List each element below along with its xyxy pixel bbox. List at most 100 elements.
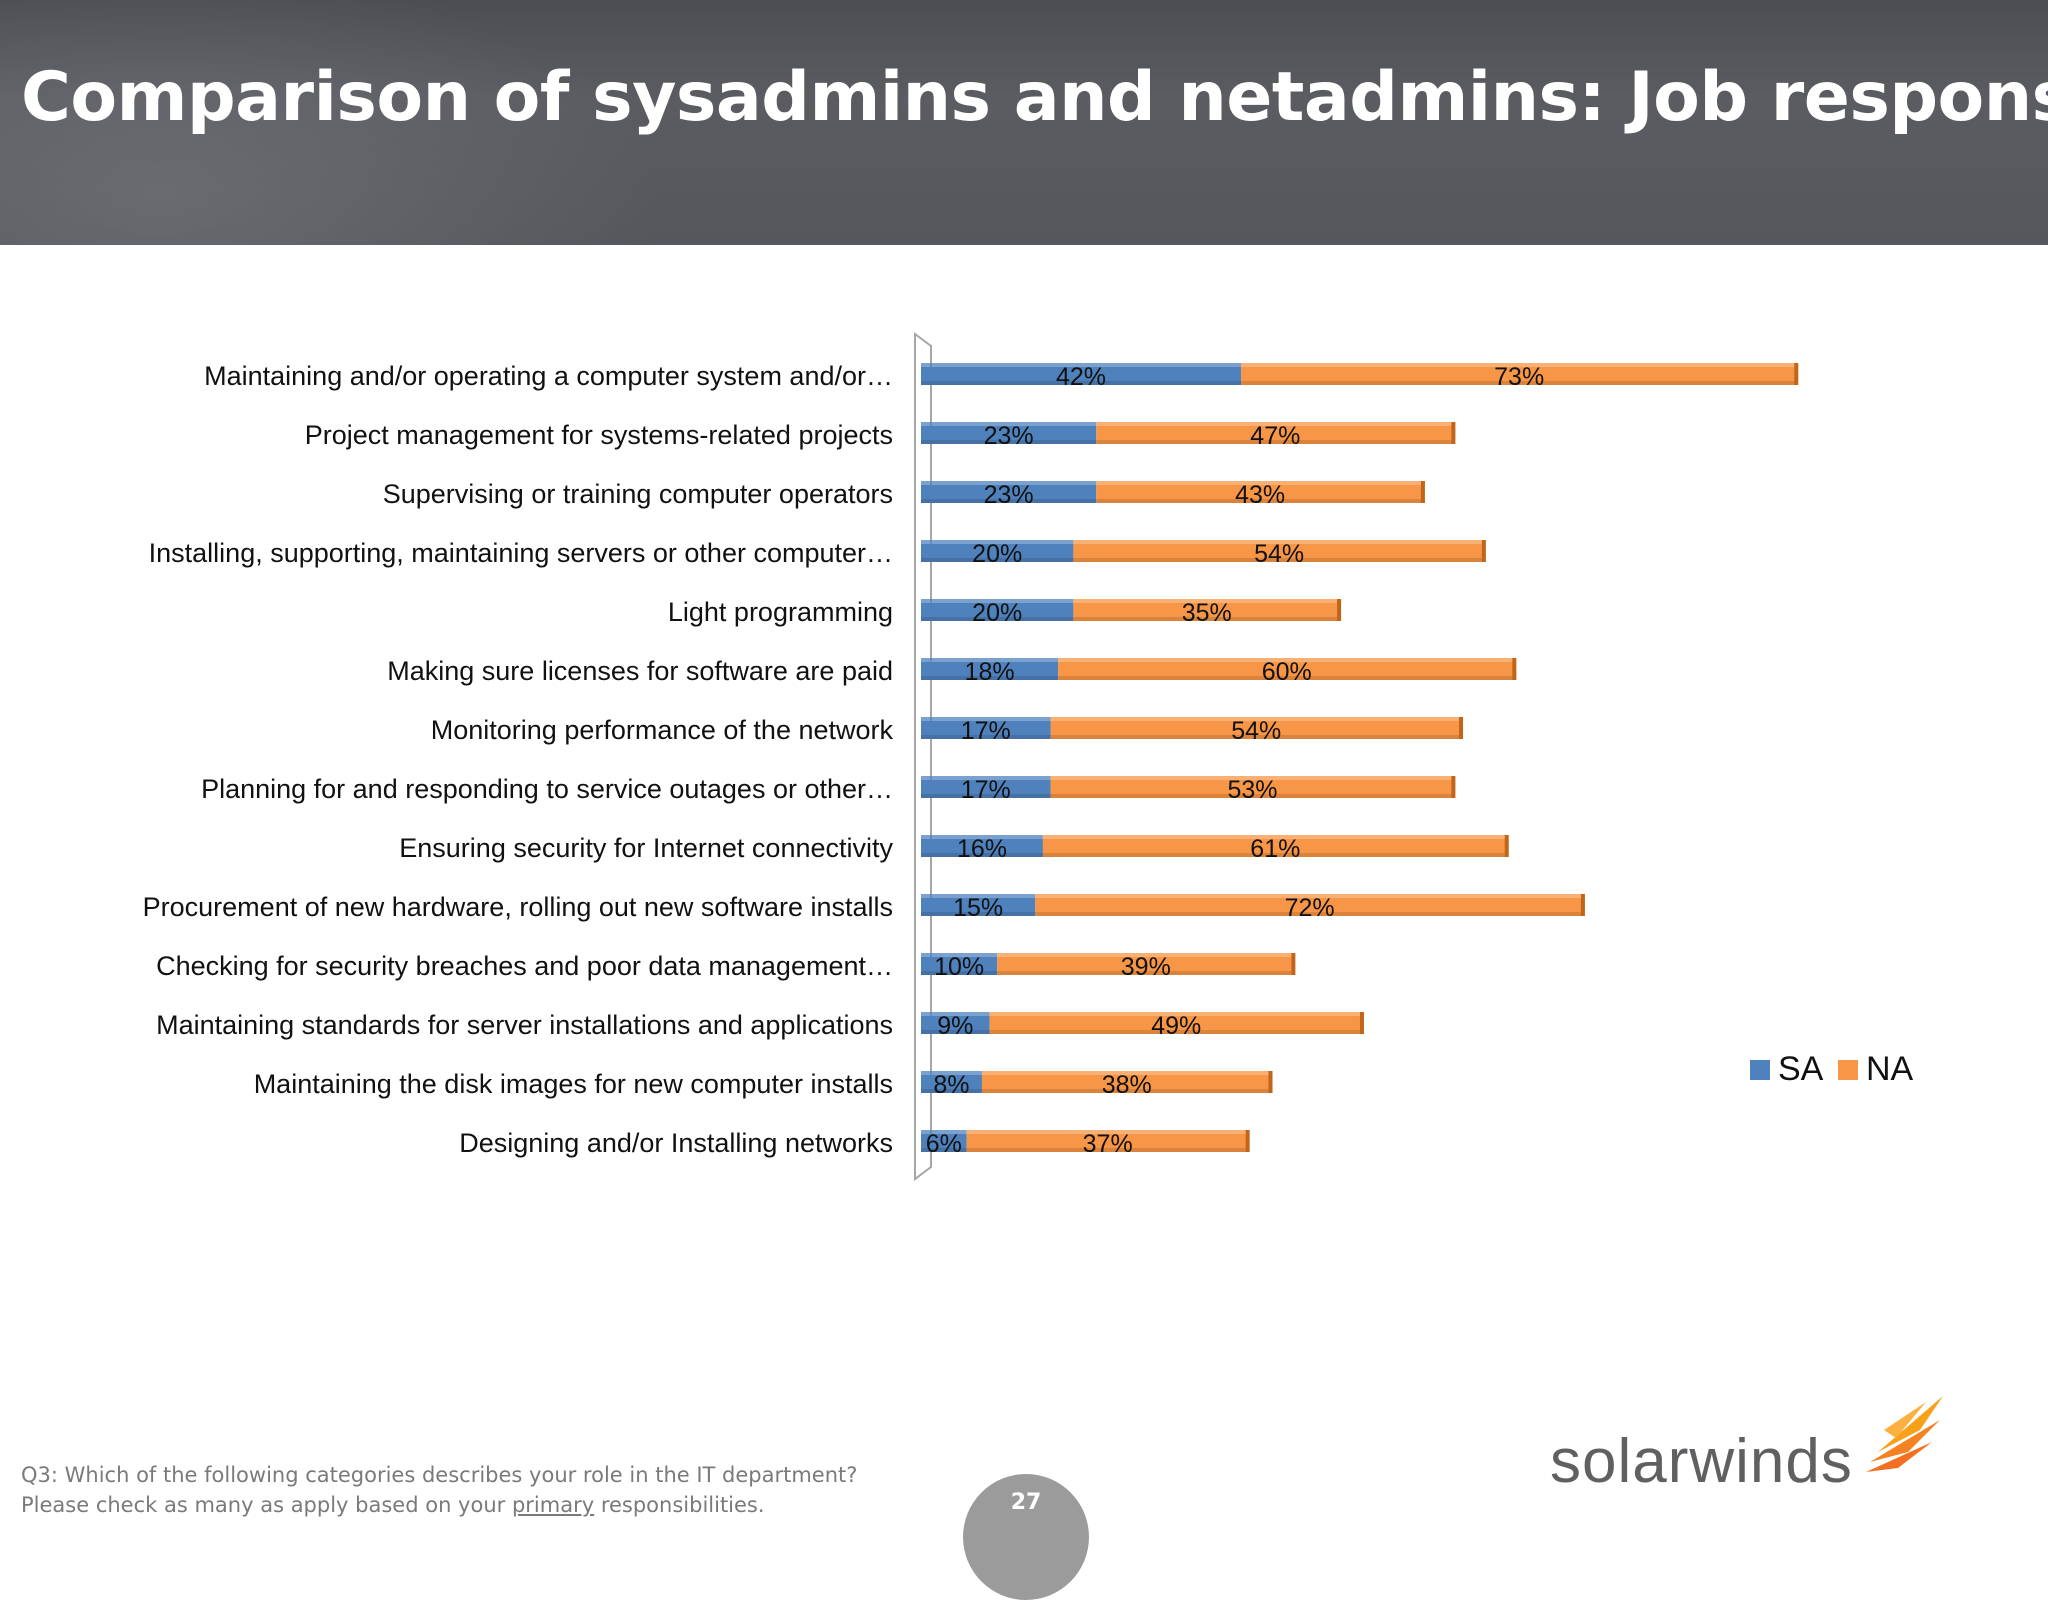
bar-shade: [921, 1089, 982, 1093]
bar-front-face: [921, 1075, 982, 1093]
bar-top-face: [921, 540, 1074, 544]
bar-sa: [921, 363, 1242, 385]
data-label-na: 73%: [1494, 363, 1544, 391]
data-label-na: 38%: [1102, 1071, 1152, 1099]
bar-shade: [921, 499, 1097, 503]
bar-top-face: [1073, 599, 1341, 603]
bar-na: [1073, 599, 1341, 621]
bar-na: [1050, 717, 1463, 739]
data-label-sa: 20%: [972, 540, 1022, 568]
bar-na: [966, 1130, 1249, 1152]
bar-front-face: [1241, 367, 1798, 385]
bar-front-face: [989, 1016, 1363, 1034]
category-label: Maintaining the disk images for new comp…: [254, 1069, 893, 1099]
bar-shade: [997, 971, 1295, 975]
bar-shade: [921, 1030, 990, 1034]
bar-shade: [921, 912, 1036, 916]
data-label-na: 35%: [1182, 599, 1232, 627]
data-label-sa: 10%: [934, 953, 984, 981]
bar-shade: [921, 440, 1097, 444]
bar-front-face: [921, 426, 1097, 444]
bar-front-face: [921, 780, 1051, 798]
bar-end-cap: [1291, 953, 1296, 975]
bar-front-face: [921, 367, 1242, 385]
bar-top-face: [921, 1012, 990, 1016]
data-label-na: 47%: [1250, 422, 1300, 450]
category-label: Planning for and responding to service o…: [201, 774, 893, 804]
bar-sa: [921, 658, 1059, 680]
bar-na: [1073, 540, 1485, 562]
bar-shade: [989, 1030, 1363, 1034]
category-label: Checking for security breaches and poor …: [156, 951, 893, 981]
bar-front-face: [1050, 780, 1455, 798]
bar-sa: [921, 953, 998, 975]
bar-top-face: [921, 953, 998, 957]
bar-na: [1096, 422, 1455, 444]
bar-top-face: [1073, 540, 1485, 544]
bar-shade: [1096, 440, 1455, 444]
bar-sa: [921, 481, 1097, 503]
bar-shade: [981, 1089, 1272, 1093]
bar-top-face: [921, 894, 1036, 898]
bar-sa: [921, 894, 1036, 916]
bar-shade: [921, 853, 1043, 857]
legend-label-sa: SA: [1778, 1050, 1824, 1088]
bar-front-face: [921, 1134, 967, 1152]
category-label: Supervising or training computer operato…: [383, 479, 893, 509]
bar-top-face: [1050, 776, 1455, 780]
bar-sa: [921, 540, 1074, 562]
bar-end-cap: [1512, 658, 1517, 680]
bar-top-face: [1050, 717, 1463, 721]
bar-end-cap: [1337, 599, 1342, 621]
category-label: Installing, supporting, maintaining serv…: [149, 538, 893, 568]
data-label-sa: 20%: [972, 599, 1022, 627]
data-label-na: 49%: [1151, 1012, 1201, 1040]
bar-end-cap: [1451, 776, 1456, 798]
data-label-sa: 42%: [1056, 363, 1106, 391]
bar-sa: [921, 717, 1051, 739]
bar-front-face: [921, 957, 998, 975]
bar-sa: [921, 776, 1051, 798]
bar-sa: [921, 1012, 990, 1034]
survey-question-footnote: Q3: Which of the following categories de…: [21, 1460, 857, 1520]
bar-top-face: [1096, 422, 1455, 426]
bar-top-face: [921, 363, 1242, 367]
data-label-na: 54%: [1231, 717, 1281, 745]
bar-na: [997, 953, 1295, 975]
header-banner: Comparison of sysadmins and netadmins: J…: [0, 0, 2048, 245]
data-label-sa: 23%: [984, 422, 1034, 450]
data-label-na: 60%: [1262, 658, 1312, 686]
data-label-na: 54%: [1254, 540, 1304, 568]
bar-shade: [921, 794, 1051, 798]
bar-shade: [1050, 794, 1455, 798]
bar-front-face: [1096, 426, 1455, 444]
bar-top-face: [921, 717, 1051, 721]
bar-front-face: [921, 603, 1074, 621]
category-label: Project management for systems-related p…: [305, 420, 893, 450]
bar-top-face: [1058, 658, 1516, 662]
bar-front-face: [921, 1016, 990, 1034]
logo-flame-icon: [1866, 1396, 1943, 1472]
data-label-na: 53%: [1227, 776, 1277, 804]
data-label-sa: 9%: [937, 1012, 973, 1040]
bar-top-face: [921, 422, 1097, 426]
bar-na: [1050, 776, 1455, 798]
bar-shade: [1096, 499, 1424, 503]
bar-top-face: [921, 1130, 967, 1134]
data-label-na: 43%: [1235, 481, 1285, 509]
bar-top-face: [921, 1071, 982, 1075]
bar-top-face: [1241, 363, 1798, 367]
bar-shade: [1042, 853, 1508, 857]
bar-front-face: [997, 957, 1295, 975]
data-label-sa: 17%: [961, 717, 1011, 745]
bar-sa: [921, 1071, 982, 1093]
bar-shade: [1058, 676, 1516, 680]
bar-na: [989, 1012, 1363, 1034]
bar-top-face: [989, 1012, 1363, 1016]
bar-shade: [966, 1148, 1249, 1152]
bar-shade: [921, 971, 998, 975]
legend-label-na: NA: [1866, 1050, 1914, 1088]
bar-front-face: [921, 544, 1074, 562]
category-label: Monitoring performance of the network: [431, 715, 894, 745]
bar-front-face: [1073, 603, 1341, 621]
